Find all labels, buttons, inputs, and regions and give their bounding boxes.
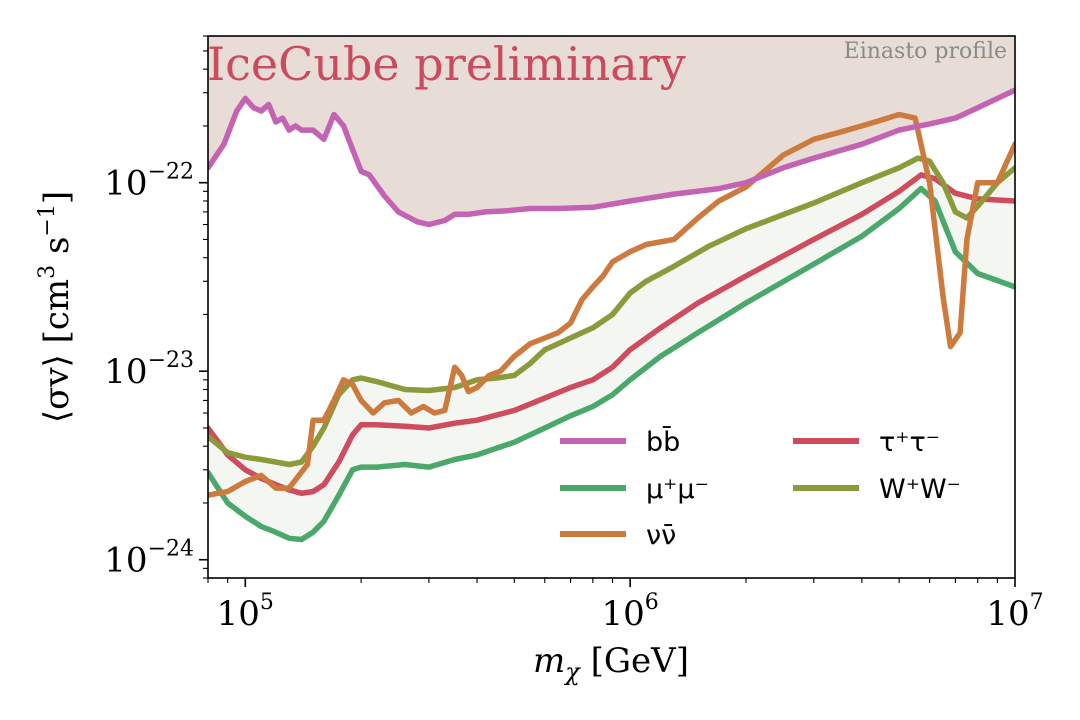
y-axis-title-close: ] (37, 191, 77, 204)
x-axis-ticks: 105 106 107 (217, 578, 1044, 634)
legend-label: τ⁺τ⁻ (879, 427, 940, 458)
series-line-0 (208, 87, 1015, 228)
icecube-preliminary-label: IceCube preliminary (207, 37, 686, 91)
y-axis-title-s: s (37, 237, 77, 265)
legend: bb̄ τ⁺τ⁻ μ⁺μ⁻ W⁺W⁻ νν̄ (560, 426, 961, 551)
legend-label: νν̄ (646, 520, 676, 551)
series-lines (208, 87, 1015, 543)
y-tick-label: 10−23 (104, 348, 194, 392)
x-axis-title: mχ [GeV] (533, 641, 689, 686)
x-minor-ticks (207, 578, 998, 583)
series-line-3 (208, 172, 1015, 497)
series-line-1 (208, 185, 1015, 543)
excluded-region (208, 36, 1015, 540)
legend-label: μ⁺μ⁻ (646, 474, 709, 505)
series-line-2 (208, 111, 1015, 498)
plot-frame (207, 35, 1016, 579)
y-axis-title-main: ⟨σv⟩ [cm (37, 279, 77, 423)
x-tick-label: 105 (217, 590, 274, 634)
x-axis-title-subscript: χ (563, 658, 581, 686)
y-axis-ticks: 10−24 10−23 10−22 (104, 160, 208, 581)
x-axis-title-symbol: m (533, 641, 565, 681)
legend-label: W⁺W⁻ (879, 474, 961, 505)
uncertainty-band-fill (208, 158, 1015, 540)
y-tick-label: 10−22 (104, 160, 194, 204)
legend-label: bb̄ (646, 426, 680, 458)
y-tick-label: 10−24 (104, 537, 194, 581)
y-axis-title-supneg: −1 (35, 204, 60, 236)
excluded-region-fill (208, 36, 1015, 225)
y-axis-title: ⟨σv⟩ [cm3 s−1] (35, 191, 77, 423)
einasto-profile-label: Einasto profile (844, 39, 1007, 64)
y-axis-title-sup3: 3 (35, 265, 60, 279)
x-axis-title-unit: [GeV] (580, 641, 689, 681)
x-tick-label: 107 (986, 590, 1043, 634)
x-tick-label: 106 (602, 590, 659, 634)
y-minor-ticks (203, 35, 208, 579)
